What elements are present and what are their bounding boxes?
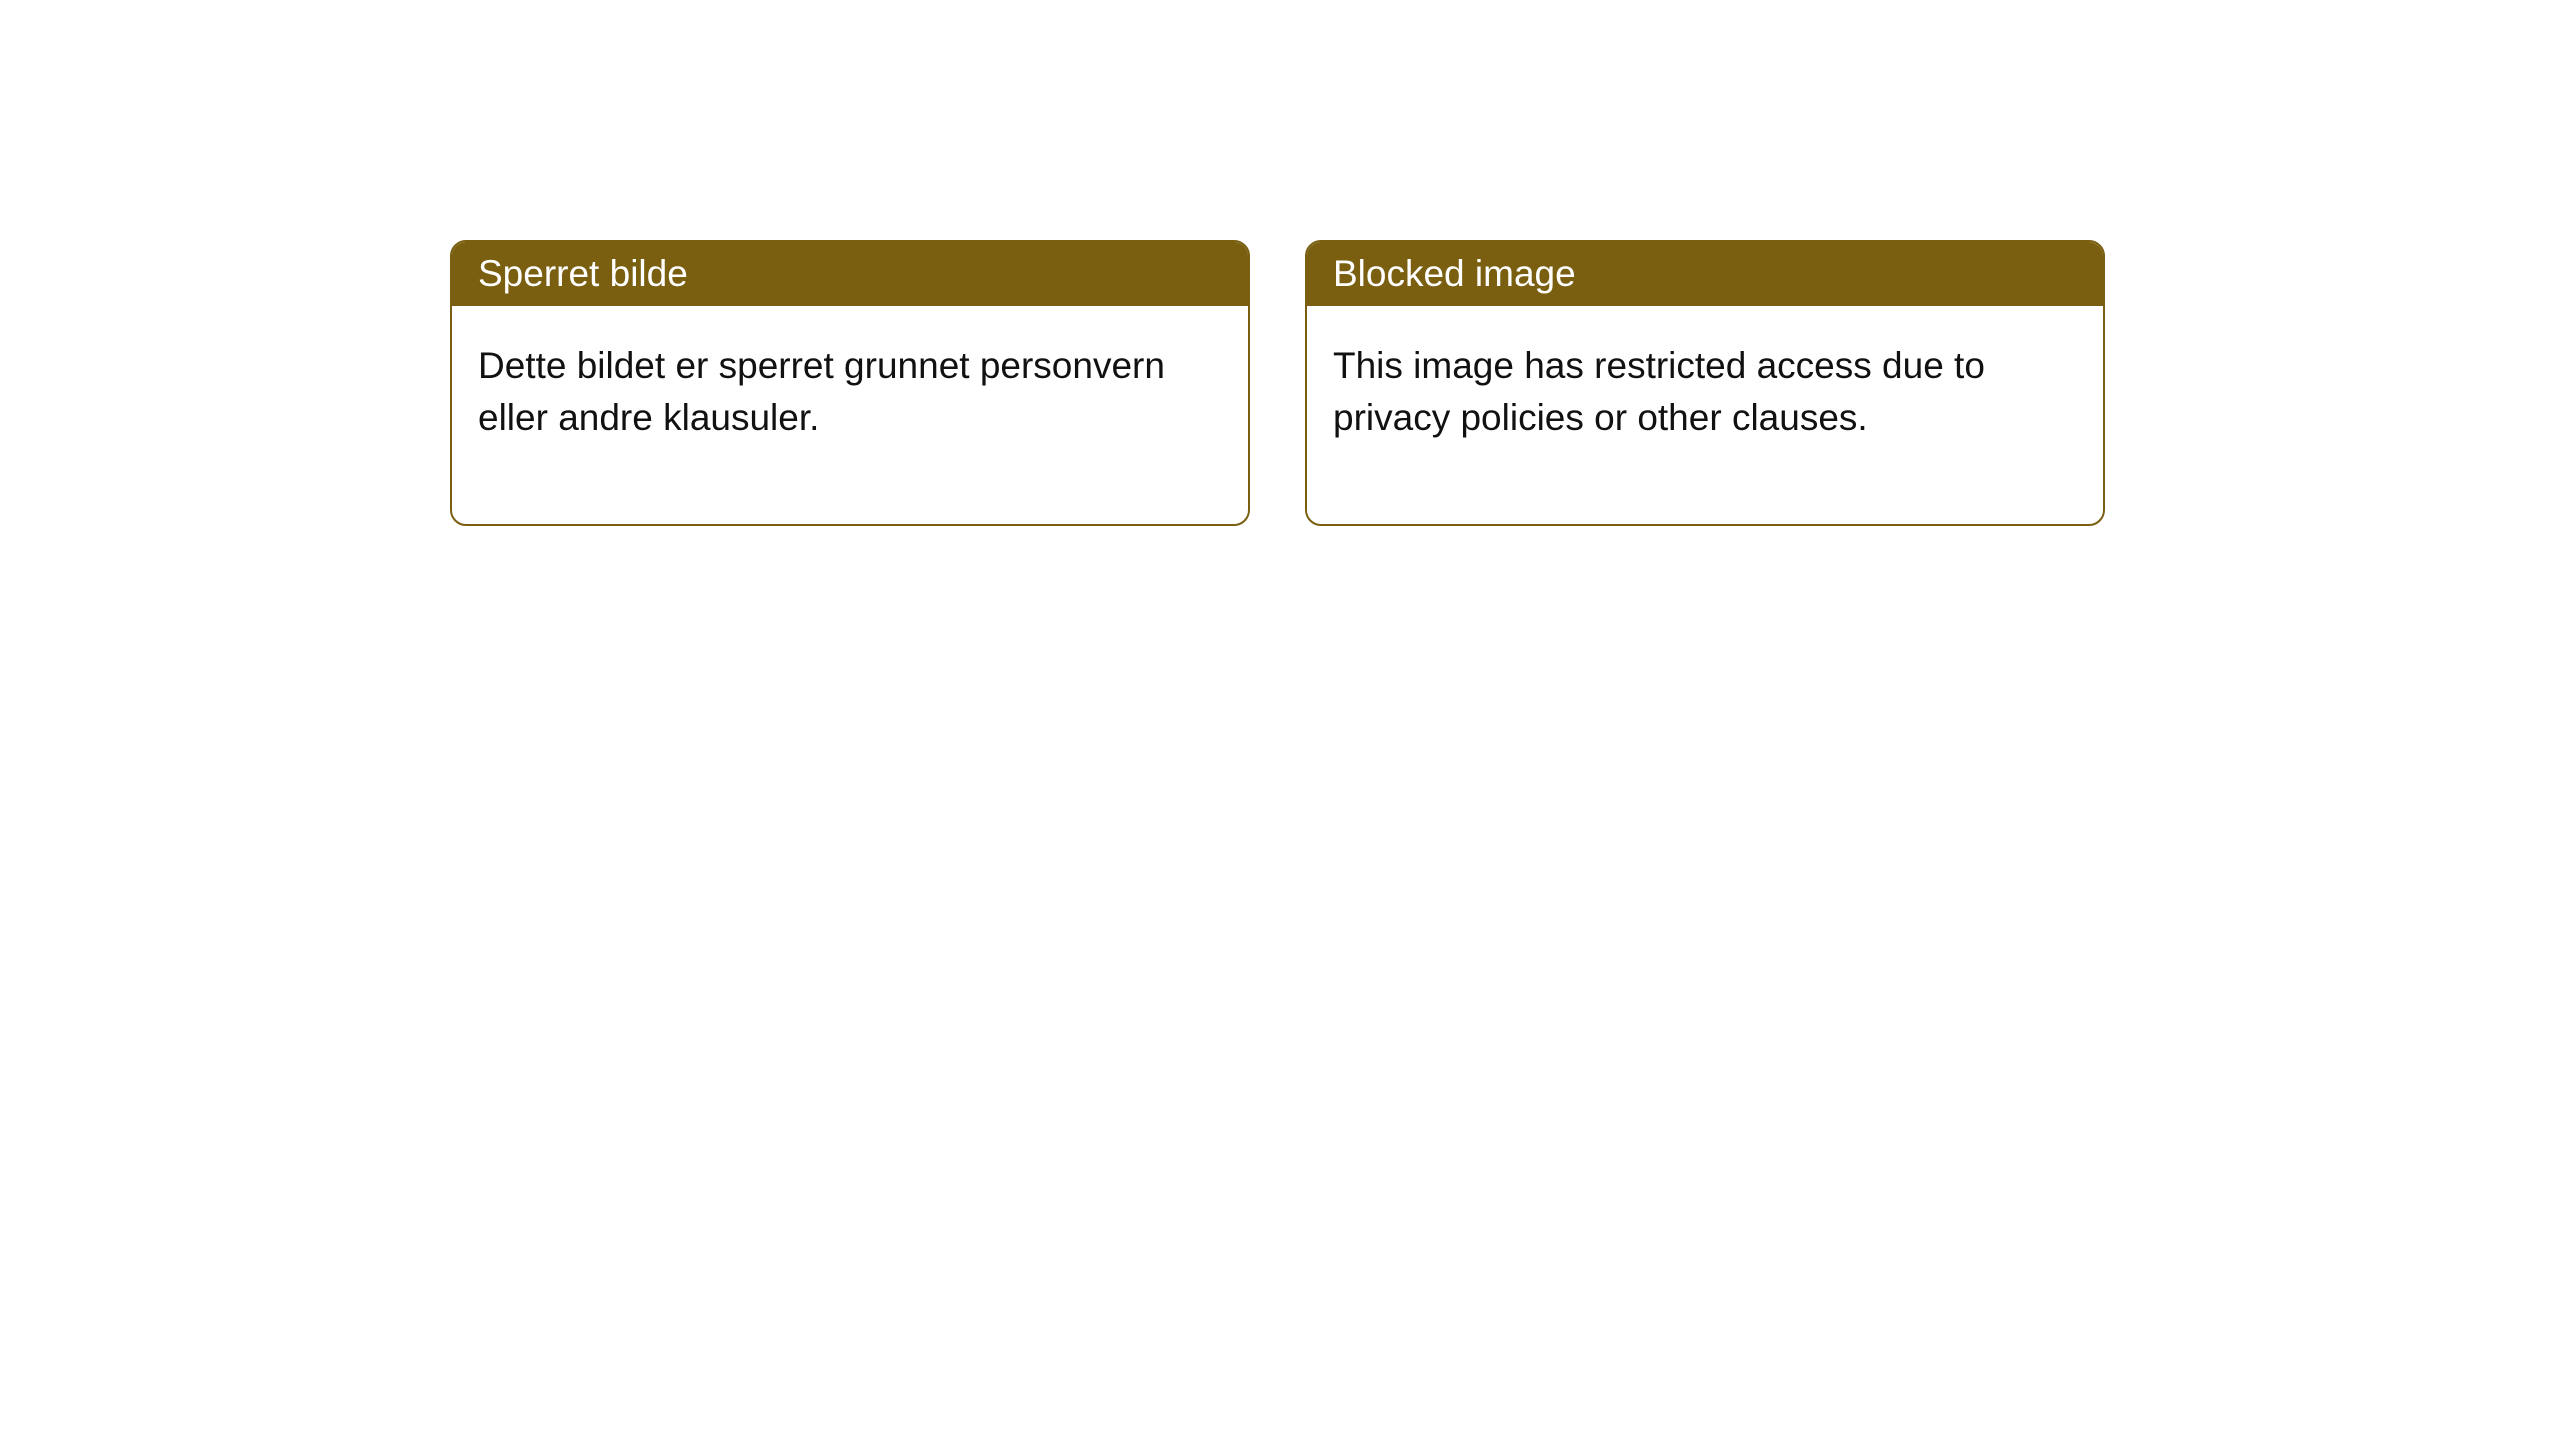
notice-body-no: Dette bildet er sperret grunnet personve…	[452, 306, 1248, 524]
notice-body-en: This image has restricted access due to …	[1307, 306, 2103, 524]
notice-header-en: Blocked image	[1307, 242, 2103, 306]
notice-container: Sperret bilde Dette bildet er sperret gr…	[0, 0, 2560, 526]
notice-card-no: Sperret bilde Dette bildet er sperret gr…	[450, 240, 1250, 526]
notice-header-no: Sperret bilde	[452, 242, 1248, 306]
notice-card-en: Blocked image This image has restricted …	[1305, 240, 2105, 526]
